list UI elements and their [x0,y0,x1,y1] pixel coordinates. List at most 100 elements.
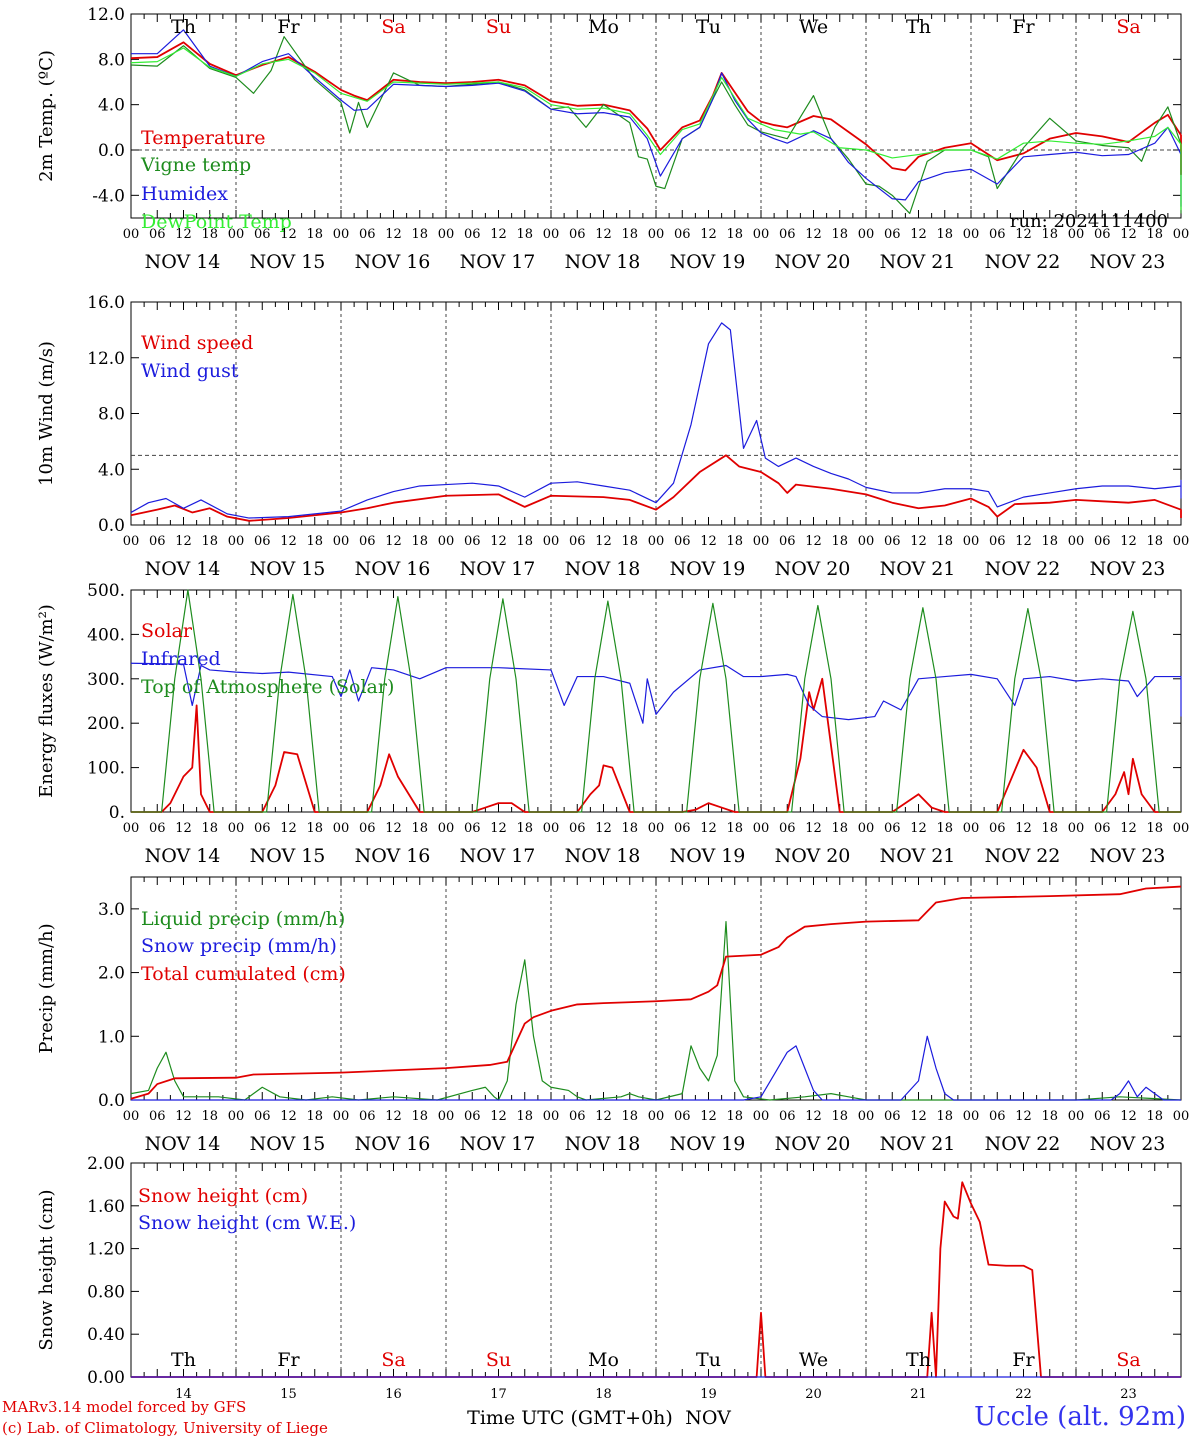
hour-label: 00 [1068,534,1085,549]
hour-label: 00 [753,534,770,549]
weekday-label-bottom: Sa [1116,1349,1140,1371]
hour-label: 00 [1068,821,1085,836]
hour-label: 00 [228,1109,245,1124]
hour-label: 06 [464,1109,481,1124]
legend-entry: Snow precip (mm/h) [141,935,337,957]
hour-label: 00 [333,534,350,549]
panel-4 [130,876,1182,1101]
hour-label: 12 [280,534,297,549]
hour-label: 06 [149,227,166,242]
hour-label: 06 [359,534,376,549]
legend-entry: Vigne temp [140,154,251,176]
legend-entry: Snow height (cm W.E.) [138,1212,356,1234]
hour-label: 12 [175,1109,192,1124]
hour-label: 12 [1015,821,1032,836]
hour-label: 00 [1173,821,1190,836]
day-number-label: 22 [1015,1387,1032,1402]
hour-label: 06 [779,534,796,549]
hour-label: 18 [936,821,953,836]
day-number-label: 17 [490,1387,507,1402]
date-label: NOV 18 [565,845,641,867]
hour-label: 06 [149,534,166,549]
hour-label: 00 [648,821,665,836]
hour-label: 18 [1146,534,1163,549]
hour-label: 12 [910,821,927,836]
hour-label: 06 [1094,821,1111,836]
weekday-label-bottom: Su [486,1349,511,1371]
date-label: NOV 16 [355,558,431,580]
date-label: NOV 23 [1090,558,1166,580]
hour-label: 12 [1015,534,1032,549]
hour-label: 18 [726,821,743,836]
date-label: NOV 17 [460,1133,536,1155]
hour-label: 06 [779,1109,796,1124]
hour-label: 18 [1146,227,1163,242]
hour-label: 00 [648,227,665,242]
hour-label: 06 [254,1109,271,1124]
y-tick-label: 12.0 [87,349,125,369]
hour-label: 18 [411,227,428,242]
hour-label: 12 [805,534,822,549]
hour-label: 12 [490,821,507,836]
hour-label: 12 [1120,1109,1137,1124]
y-tick-label: 400. [87,625,125,645]
hour-label: 00 [333,227,350,242]
y-axis-label: Snow height (cm) [36,1189,57,1350]
hour-label: 12 [490,1109,507,1124]
hour-label: 00 [963,227,980,242]
y-tick-label: 200. [87,714,125,734]
hour-label: 06 [989,227,1006,242]
hour-label: 06 [464,227,481,242]
hour-label: 18 [621,821,638,836]
hour-label: 18 [1041,1109,1058,1124]
day-number-label: 14 [175,1387,192,1402]
date-label: NOV 23 [1090,845,1166,867]
hour-label: 12 [595,227,612,242]
weekday-label-bottom: Tu [696,1349,721,1371]
hour-label: 06 [569,1109,586,1124]
weekday-label: Su [486,16,511,38]
hour-label: 00 [1173,534,1190,549]
hour-label: 06 [359,821,376,836]
hour-label: 00 [438,227,455,242]
hour-label: 12 [910,534,927,549]
y-axis-label: 2m Temp. (ºC) [36,50,57,182]
panel-5 [130,1162,1182,1378]
hour-label: 18 [306,534,323,549]
date-label: NOV 16 [355,251,431,273]
weekday-label-bottom: Th [906,1349,931,1371]
hour-label: 12 [490,227,507,242]
hour-label: 06 [884,1109,901,1124]
hour-label: 06 [989,1109,1006,1124]
legend-entry: Snow height (cm) [138,1185,308,1207]
y-tick-label: 2.00 [87,1154,125,1174]
date-label: NOV 22 [985,251,1061,273]
hour-label: 18 [516,821,533,836]
run-label: run: 2024111400 [1010,211,1168,232]
weekday-label-bottom: We [799,1349,828,1371]
date-label: NOV 20 [775,845,851,867]
series-line [131,1035,1181,1101]
hour-label: 00 [333,1109,350,1124]
hour-label: 06 [884,534,901,549]
hour-label: 00 [1173,227,1190,242]
hour-label: 00 [1068,1109,1085,1124]
legend-entry: Solar [141,620,193,642]
date-label: NOV 17 [460,251,536,273]
date-label: NOV 20 [775,558,851,580]
hour-label: 06 [149,1109,166,1124]
series-line [130,322,1182,519]
hour-label: 00 [1173,1109,1190,1124]
hour-label: 18 [201,534,218,549]
x-axis-label: Time UTC (GMT+0h) [467,1407,673,1429]
plot-frame [130,301,1182,526]
hour-label: 12 [280,227,297,242]
hour-label: 00 [963,821,980,836]
y-tick-label: 16.0 [87,293,125,313]
hour-label: 18 [621,534,638,549]
series-line [130,454,1182,522]
y-tick-label: -4.0 [92,186,125,206]
day-number-label: 20 [805,1387,822,1402]
hour-label: 18 [831,227,848,242]
hour-label: 12 [385,821,402,836]
